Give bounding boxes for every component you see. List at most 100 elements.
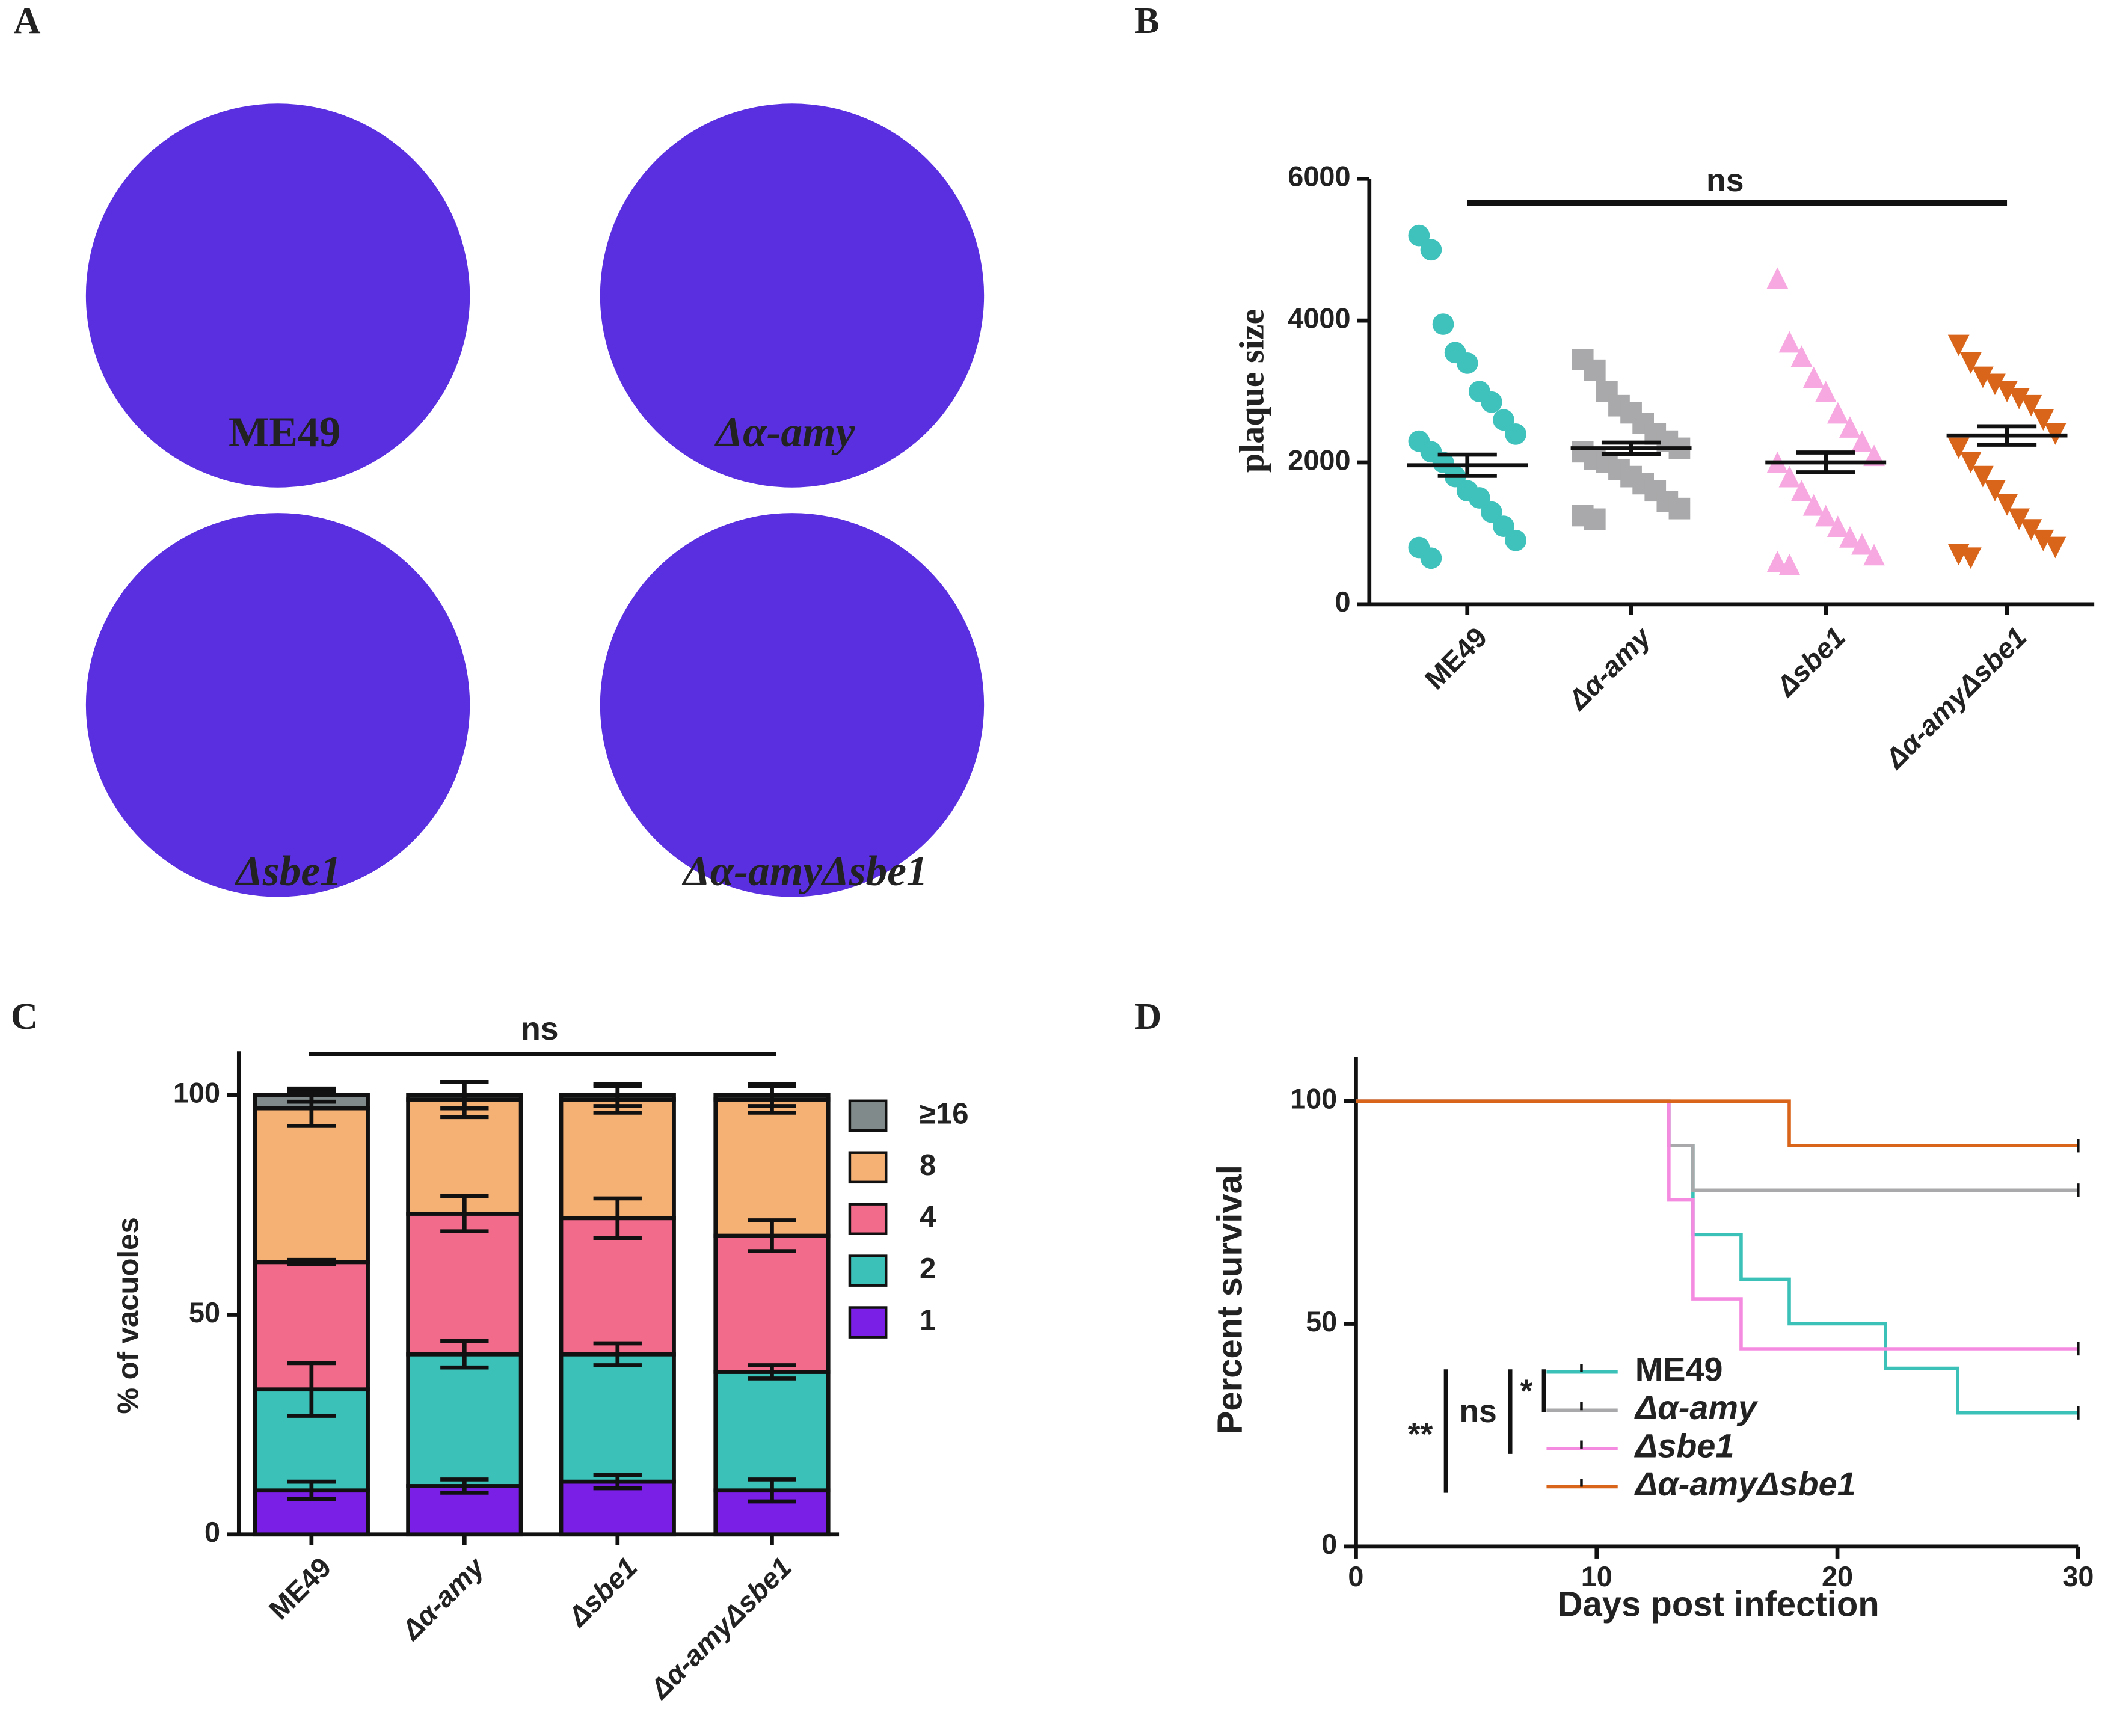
- plaque-images: [85, 103, 985, 897]
- legend-label: Δsbe1: [1634, 1427, 1735, 1465]
- point: [1959, 452, 1982, 473]
- point: [1481, 501, 1502, 523]
- point: [1947, 437, 1970, 459]
- x-tick-label: 20: [1822, 1561, 1853, 1592]
- point: [2032, 409, 2054, 431]
- point: [1790, 345, 1813, 367]
- point: [1947, 334, 1970, 357]
- point: [1790, 480, 1813, 502]
- point: [1839, 416, 1861, 438]
- point: [1420, 239, 1442, 261]
- point: [1984, 373, 2006, 396]
- x-tick-label: ME49: [263, 1551, 337, 1625]
- survival-line: [1356, 1099, 2079, 1148]
- y-tick-label: 0: [1321, 1529, 1337, 1560]
- y-tick-label: 100: [173, 1078, 220, 1109]
- point: [1432, 452, 1454, 473]
- plaque-well: [85, 513, 470, 897]
- x-tick-label: Δsbe1: [561, 1551, 643, 1633]
- point: [1802, 494, 1825, 516]
- point: [1959, 352, 1982, 374]
- plaque-well: [85, 103, 470, 488]
- point: [1851, 430, 1873, 452]
- point: [1584, 508, 1606, 530]
- significance-label: ns: [521, 1011, 559, 1047]
- bar-segment: [559, 1216, 676, 1357]
- legend-swatch: [848, 1151, 888, 1184]
- y-tick-label: 0: [1335, 586, 1350, 618]
- x-tick-label: Δα-amy: [1561, 621, 1658, 717]
- point: [1839, 526, 1861, 548]
- bar-segment: [406, 1352, 523, 1488]
- bar-segment: [713, 1097, 831, 1238]
- well-label: ME49: [229, 408, 340, 456]
- y-tick-label: 2000: [1288, 444, 1350, 476]
- point: [1584, 359, 1606, 381]
- well-label: Δsbe1: [234, 847, 342, 895]
- panel-letter: D: [1134, 995, 1161, 1037]
- point: [1815, 505, 1837, 527]
- point: [1766, 551, 1789, 572]
- bar-segment: [713, 1488, 831, 1537]
- legend-label: Δα-amy: [1634, 1388, 1759, 1426]
- point: [1432, 313, 1454, 335]
- point: [2020, 519, 2042, 541]
- x-tick-label: Δsbe1: [1769, 621, 1851, 703]
- point: [1420, 547, 1442, 569]
- point: [2008, 388, 2030, 409]
- bar-segment: [559, 1479, 676, 1537]
- panel-letter: B: [1134, 0, 1160, 41]
- x-tick-label: Δα-amyΔsbe1: [644, 1551, 797, 1705]
- bar-segment: [713, 1233, 831, 1374]
- point: [1408, 224, 1430, 247]
- significance-label: ns: [1706, 163, 1744, 198]
- point: [1468, 487, 1490, 509]
- point: [1778, 465, 1801, 488]
- point: [2044, 536, 2067, 559]
- legend-label: 2: [920, 1253, 936, 1285]
- x-tick-label: ME49: [1419, 621, 1493, 695]
- point: [1972, 465, 1994, 488]
- point: [1766, 267, 1789, 289]
- legend-swatch: [848, 1203, 888, 1235]
- point: [1778, 553, 1801, 575]
- survival-line: [1356, 1099, 2079, 1351]
- point: [2020, 394, 2042, 417]
- x-axis-label: Days post infection: [1558, 1585, 1879, 1624]
- point: [1996, 381, 2018, 402]
- well-label: Δα-amy: [714, 408, 855, 456]
- legend-label: 8: [920, 1149, 936, 1182]
- legend-swatch: [848, 1099, 888, 1132]
- legend-label: ≥16: [920, 1097, 969, 1130]
- point: [1827, 402, 1849, 424]
- legend-swatch: [848, 1306, 888, 1339]
- point: [1996, 494, 2018, 516]
- y-axis-label: Percent survival: [1210, 1165, 1249, 1434]
- point: [1493, 515, 1514, 538]
- legend-label: 4: [920, 1201, 936, 1233]
- y-axis-label: plaque size: [1232, 309, 1271, 473]
- significance-label: **: [1408, 1417, 1433, 1452]
- panel-letter: C: [11, 995, 38, 1037]
- y-tick-label: 4000: [1288, 303, 1350, 334]
- y-tick-label: 100: [1290, 1084, 1337, 1115]
- bar-segment: [406, 1212, 523, 1357]
- point: [1815, 381, 1837, 402]
- well-label: Δα-amyΔsbe1: [681, 847, 928, 895]
- x-tick-label: Δα-amy: [395, 1551, 491, 1647]
- point: [1505, 529, 1526, 551]
- point: [1778, 331, 1801, 353]
- x-tick-label: 0: [1348, 1561, 1363, 1592]
- point: [1959, 547, 1982, 569]
- bar-segment: [713, 1370, 831, 1493]
- legend-label: Δα-amyΔsbe1: [1634, 1465, 1856, 1503]
- legend-label: ME49: [1635, 1350, 1723, 1388]
- y-tick-label: 6000: [1288, 161, 1350, 192]
- legend-label: 1: [920, 1304, 936, 1337]
- y-tick-label: 50: [1306, 1306, 1337, 1337]
- y-tick-label: 0: [204, 1517, 220, 1548]
- panel-letter: A: [13, 0, 40, 41]
- point: [1802, 366, 1825, 388]
- point: [1827, 515, 1849, 538]
